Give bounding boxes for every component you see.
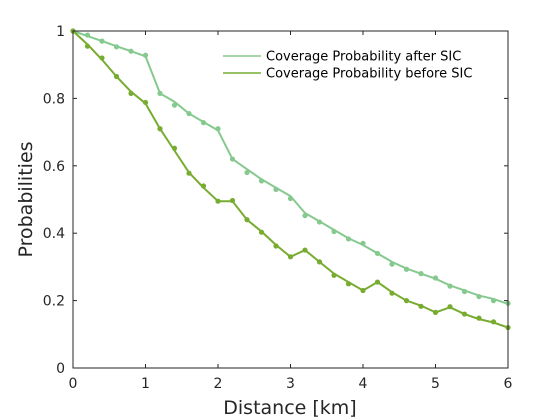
x-axis-title: Distance [km] xyxy=(223,397,356,419)
series-0-point xyxy=(490,298,497,304)
series-1-point xyxy=(157,126,163,132)
series-1-point xyxy=(215,198,221,204)
series-1-point xyxy=(403,298,410,304)
x-tick-label: 0 xyxy=(69,376,78,392)
series-0-point xyxy=(258,178,265,184)
y-axis-title: Probabilities xyxy=(15,141,37,257)
series-1-point xyxy=(331,272,337,278)
series-1-point xyxy=(84,43,91,49)
series-0-point xyxy=(360,240,366,246)
legend-label-before-sic: Coverage Probability before SIC xyxy=(266,67,472,82)
series-0-point xyxy=(287,195,294,202)
series-1-point xyxy=(316,259,323,265)
series-1-point xyxy=(128,90,134,96)
series-0-point xyxy=(186,110,192,117)
x-tick-label: 4 xyxy=(359,376,368,392)
x-tick-label: 3 xyxy=(286,376,295,392)
series-1-point xyxy=(418,303,424,309)
y-tick-label: 0.8 xyxy=(43,91,65,107)
series-1-point xyxy=(244,217,250,223)
series-1-point xyxy=(360,287,366,294)
series-0-point xyxy=(157,90,163,96)
series-0-point xyxy=(113,44,120,50)
series-0-point xyxy=(200,120,207,126)
series-0-point xyxy=(229,156,236,162)
series-0-point xyxy=(244,169,250,176)
series-0-point xyxy=(84,32,91,38)
x-tick-label: 5 xyxy=(431,376,440,392)
series-1-point xyxy=(461,311,468,317)
x-tick-label: 1 xyxy=(141,376,150,392)
legend: Coverage Probability after SIC Coverage … xyxy=(223,50,472,82)
series-1-point xyxy=(389,290,395,296)
series-1-point xyxy=(302,247,308,253)
series-0-point xyxy=(418,271,424,277)
series-0-point xyxy=(432,275,439,281)
series-0-point xyxy=(447,283,453,289)
series-1-point xyxy=(258,229,265,235)
series-1-point xyxy=(186,170,192,176)
series-0-point xyxy=(142,52,149,58)
x-tick-label: 6 xyxy=(504,376,513,392)
series-1-point xyxy=(447,304,453,310)
series-1-point xyxy=(490,319,497,325)
x-tick-label: 2 xyxy=(214,376,223,392)
series-1-point xyxy=(476,315,482,321)
series-1-point xyxy=(287,254,294,260)
series-0-point xyxy=(128,48,134,54)
series-layer xyxy=(70,28,511,331)
y-tick-label: 0.4 xyxy=(43,226,65,242)
series-1-point xyxy=(229,197,236,204)
series-0-point xyxy=(302,213,308,219)
series-0-point xyxy=(215,126,221,132)
series-0-point xyxy=(171,102,178,108)
series-1-point xyxy=(113,73,120,80)
series-0-point xyxy=(273,186,279,192)
y-tick-label: 1 xyxy=(56,24,65,40)
series-0-point xyxy=(461,288,468,295)
series-1-point xyxy=(273,243,279,249)
series-1-point xyxy=(345,281,352,287)
ticks-layer: 0 1 2 3 4 5 6 0 0.2 0.4 0.6 0.8 1 xyxy=(43,24,513,392)
legend-label-after-sic: Coverage Probability after SIC xyxy=(266,50,461,65)
series-1-point xyxy=(142,99,149,106)
series-0-point xyxy=(99,38,105,44)
series-0-point xyxy=(389,261,395,267)
series-1-point xyxy=(432,309,439,315)
series-1-point xyxy=(374,279,381,285)
series-1-point xyxy=(200,183,207,189)
series-0-point xyxy=(316,219,323,225)
y-tick-label: 0 xyxy=(56,361,65,377)
series-0-point xyxy=(476,293,482,300)
series-0-point xyxy=(374,250,381,257)
y-tick-label: 0.2 xyxy=(43,294,65,310)
series-1-point xyxy=(171,145,178,151)
series-0-point xyxy=(331,228,337,235)
series-1-point xyxy=(99,55,105,61)
y-tick-label: 0.6 xyxy=(43,159,65,175)
series-0-point xyxy=(345,236,352,242)
series-0-point xyxy=(403,266,410,272)
